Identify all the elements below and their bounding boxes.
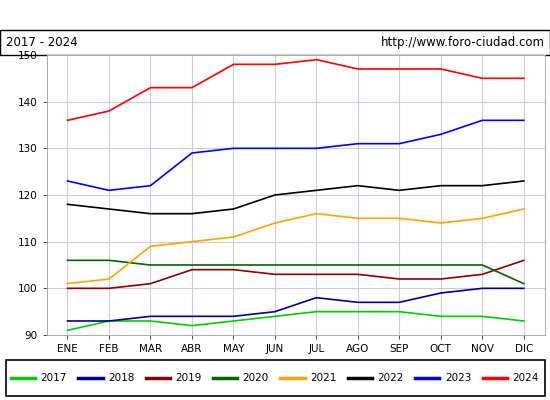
Text: 2017: 2017 [41, 373, 67, 383]
Text: 2017 - 2024: 2017 - 2024 [6, 36, 77, 49]
Text: 2020: 2020 [243, 373, 269, 383]
Text: 2021: 2021 [310, 373, 337, 383]
Text: http://www.foro-ciudad.com: http://www.foro-ciudad.com [381, 36, 544, 49]
Text: 2024: 2024 [512, 373, 538, 383]
Text: 2019: 2019 [175, 373, 202, 383]
Text: Evolucion num de emigrantes en Benahavís: Evolucion num de emigrantes en Benahavís [98, 7, 452, 23]
Text: 2022: 2022 [377, 373, 404, 383]
Text: 2023: 2023 [445, 373, 471, 383]
Text: 2018: 2018 [108, 373, 134, 383]
